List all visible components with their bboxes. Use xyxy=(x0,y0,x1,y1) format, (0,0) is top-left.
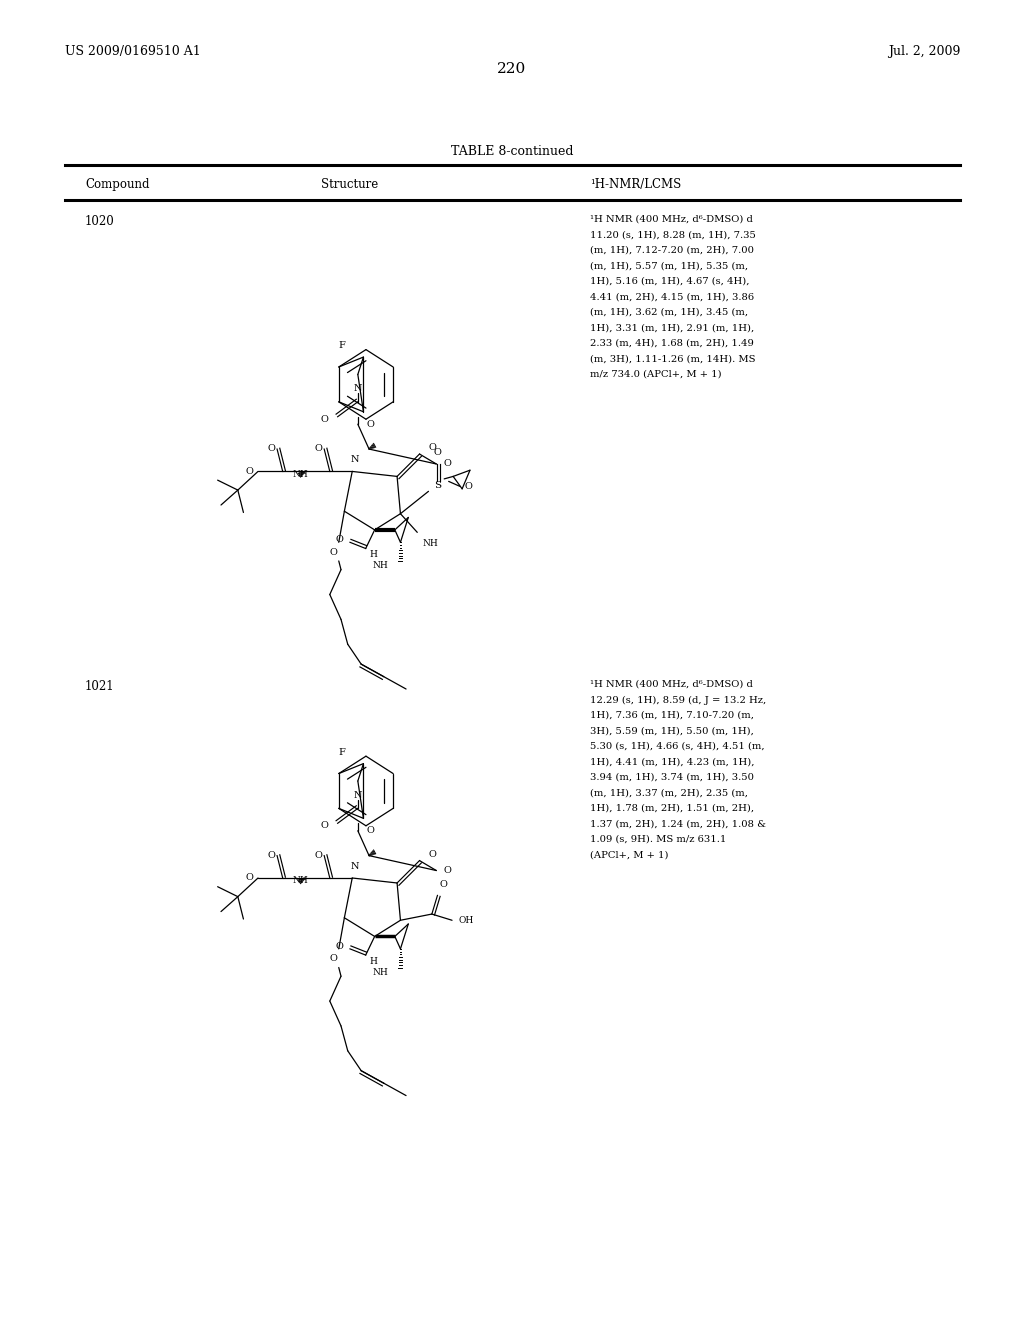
Text: 3.94 (m, 1H), 3.74 (m, 1H), 3.50: 3.94 (m, 1H), 3.74 (m, 1H), 3.50 xyxy=(590,774,754,781)
Text: O: O xyxy=(464,482,472,491)
Text: OH: OH xyxy=(459,916,474,925)
Text: O: O xyxy=(443,459,451,469)
Text: NH: NH xyxy=(293,876,308,886)
Text: O: O xyxy=(443,866,451,875)
Text: O: O xyxy=(367,826,375,836)
Text: 1H), 5.16 (m, 1H), 4.67 (s, 4H),: 1H), 5.16 (m, 1H), 4.67 (s, 4H), xyxy=(590,277,750,286)
Text: S: S xyxy=(434,480,441,490)
Text: H: H xyxy=(369,550,377,560)
Text: N: N xyxy=(350,862,358,871)
Text: 1.37 (m, 2H), 1.24 (m, 2H), 1.08 &: 1.37 (m, 2H), 1.24 (m, 2H), 1.08 & xyxy=(590,820,766,829)
Text: Jul. 2, 2009: Jul. 2, 2009 xyxy=(888,45,961,58)
Text: 1.09 (s, 9H). MS m/z 631.1: 1.09 (s, 9H). MS m/z 631.1 xyxy=(590,836,726,843)
Text: 1020: 1020 xyxy=(85,215,115,228)
Text: O: O xyxy=(428,850,436,859)
Text: ¹H NMR (400 MHz, d⁶-DMSO) d: ¹H NMR (400 MHz, d⁶-DMSO) d xyxy=(590,215,753,224)
Text: O: O xyxy=(330,548,337,557)
Text: 2.33 (m, 4H), 1.68 (m, 2H), 1.49: 2.33 (m, 4H), 1.68 (m, 2H), 1.49 xyxy=(590,339,754,348)
Text: NH: NH xyxy=(423,539,438,548)
Text: N: N xyxy=(350,455,358,465)
Text: O: O xyxy=(267,850,275,859)
Text: O: O xyxy=(321,414,329,424)
Text: O: O xyxy=(246,874,254,883)
Text: 1H), 7.36 (m, 1H), 7.10-7.20 (m,: 1H), 7.36 (m, 1H), 7.10-7.20 (m, xyxy=(590,711,754,719)
Text: O: O xyxy=(367,420,375,429)
Text: m/z 734.0 (APCl+, M + 1): m/z 734.0 (APCl+, M + 1) xyxy=(590,370,722,379)
Text: O: O xyxy=(428,444,436,453)
Text: NH: NH xyxy=(373,968,388,977)
Text: NH: NH xyxy=(373,561,388,570)
Text: O: O xyxy=(336,942,343,950)
Text: 1H), 1.78 (m, 2H), 1.51 (m, 2H),: 1H), 1.78 (m, 2H), 1.51 (m, 2H), xyxy=(590,804,754,813)
Text: 220: 220 xyxy=(498,62,526,77)
Text: ¹H NMR (400 MHz, d⁶-DMSO) d: ¹H NMR (400 MHz, d⁶-DMSO) d xyxy=(590,680,753,689)
Text: (m, 1H), 7.12-7.20 (m, 2H), 7.00: (m, 1H), 7.12-7.20 (m, 2H), 7.00 xyxy=(590,246,754,255)
Text: 11.20 (s, 1H), 8.28 (m, 1H), 7.35: 11.20 (s, 1H), 8.28 (m, 1H), 7.35 xyxy=(590,231,756,239)
Text: (m, 1H), 3.62 (m, 1H), 3.45 (m,: (m, 1H), 3.62 (m, 1H), 3.45 (m, xyxy=(590,308,749,317)
Text: 1H), 4.41 (m, 1H), 4.23 (m, 1H),: 1H), 4.41 (m, 1H), 4.23 (m, 1H), xyxy=(590,758,755,767)
Text: 3H), 5.59 (m, 1H), 5.50 (m, 1H),: 3H), 5.59 (m, 1H), 5.50 (m, 1H), xyxy=(590,726,754,735)
Text: N: N xyxy=(353,791,362,800)
Text: O: O xyxy=(433,447,441,457)
Text: Structure: Structure xyxy=(322,178,379,191)
Text: 1H), 3.31 (m, 1H), 2.91 (m, 1H),: 1H), 3.31 (m, 1H), 2.91 (m, 1H), xyxy=(590,323,755,333)
Text: F: F xyxy=(339,748,346,756)
Text: US 2009/0169510 A1: US 2009/0169510 A1 xyxy=(65,45,201,58)
Text: 4.41 (m, 2H), 4.15 (m, 1H), 3.86: 4.41 (m, 2H), 4.15 (m, 1H), 3.86 xyxy=(590,293,754,301)
Text: 5.30 (s, 1H), 4.66 (s, 4H), 4.51 (m,: 5.30 (s, 1H), 4.66 (s, 4H), 4.51 (m, xyxy=(590,742,765,751)
Text: NH: NH xyxy=(293,470,308,479)
Text: F: F xyxy=(339,342,346,350)
Text: O: O xyxy=(439,880,447,890)
Text: O: O xyxy=(314,850,323,859)
Text: O: O xyxy=(336,536,343,544)
Text: O: O xyxy=(246,467,254,477)
Text: 12.29 (s, 1H), 8.59 (d, J = 13.2 Hz,: 12.29 (s, 1H), 8.59 (d, J = 13.2 Hz, xyxy=(590,696,766,705)
Text: O: O xyxy=(330,954,337,964)
Text: (m, 1H), 3.37 (m, 2H), 2.35 (m,: (m, 1H), 3.37 (m, 2H), 2.35 (m, xyxy=(590,788,748,797)
Text: (APCl+, M + 1): (APCl+, M + 1) xyxy=(590,850,669,859)
Text: ¹H-NMR/LCMS: ¹H-NMR/LCMS xyxy=(590,178,681,191)
Text: (m, 1H), 5.57 (m, 1H), 5.35 (m,: (m, 1H), 5.57 (m, 1H), 5.35 (m, xyxy=(590,261,749,271)
Text: O: O xyxy=(321,821,329,830)
Text: TABLE 8-continued: TABLE 8-continued xyxy=(451,145,573,158)
Text: (m, 3H), 1.11-1.26 (m, 14H). MS: (m, 3H), 1.11-1.26 (m, 14H). MS xyxy=(590,355,756,363)
Text: Compound: Compound xyxy=(85,178,150,191)
Text: O: O xyxy=(267,444,275,453)
Text: O: O xyxy=(314,444,323,453)
Text: H: H xyxy=(369,957,377,966)
Text: 1021: 1021 xyxy=(85,680,115,693)
Text: N: N xyxy=(353,384,362,393)
